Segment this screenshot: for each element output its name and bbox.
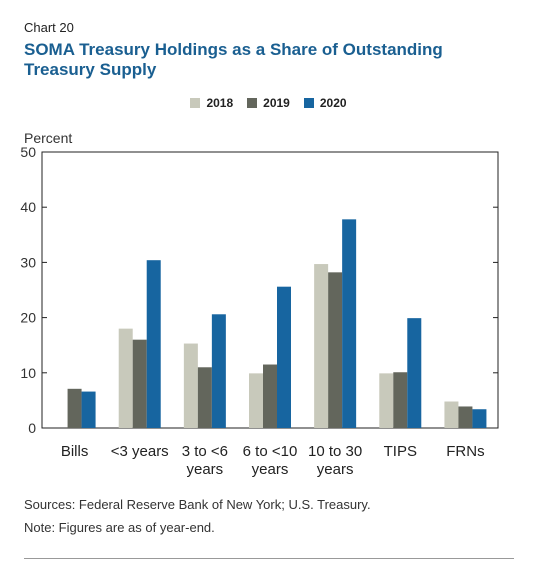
- x-tick-label-line: years: [187, 461, 224, 478]
- legend-item-2019: 2019: [247, 96, 290, 110]
- y-tick-label: 50: [20, 144, 36, 160]
- sources-note: Sources: Federal Reserve Bank of New Yor…: [24, 497, 371, 512]
- bar-2019-1: [132, 339, 147, 428]
- x-tick-label: 10 to 30 years: [308, 443, 362, 478]
- y-axis-label: Percent: [24, 130, 72, 146]
- legend-item-2018: 2018: [190, 96, 233, 110]
- x-tick-label: Bills: [61, 443, 89, 460]
- x-tick-label-line: <3 years: [111, 443, 169, 460]
- bar-2018-4: [314, 264, 329, 428]
- bar-2019-6: [458, 406, 473, 428]
- bar-2020-6: [472, 409, 487, 428]
- legend-label: 2020: [319, 96, 347, 110]
- x-tick-label-line: 6 to <10: [243, 443, 298, 460]
- x-tick-label: TIPS: [384, 443, 417, 460]
- x-tick-label-line: years: [317, 461, 354, 478]
- bar-2020-0: [81, 391, 96, 428]
- legend-swatch: [247, 98, 258, 108]
- bar-2018-5: [379, 373, 394, 428]
- legend-label: 2018: [206, 96, 234, 110]
- chart-number: Chart 20: [24, 20, 74, 35]
- bar-2018-1: [118, 328, 133, 428]
- legend-item-2020: 2020: [303, 96, 347, 110]
- legend-label: 2019: [263, 96, 290, 110]
- x-tick-label-line: 10 to 30: [308, 443, 362, 460]
- x-tick-label: 3 to <6 years: [182, 443, 228, 478]
- bar-2018-3: [249, 373, 263, 428]
- bar-2019-5: [393, 372, 408, 428]
- bar-2020-2: [211, 314, 226, 428]
- y-tick-label: 20: [20, 310, 36, 326]
- bar-2020-4: [342, 219, 357, 428]
- bar-2019-0: [67, 388, 82, 428]
- x-tick-label-line: TIPS: [384, 443, 417, 460]
- x-tick-label: 6 to <10 years: [243, 443, 298, 478]
- bar-2018-2: [183, 343, 198, 428]
- y-tick-label: 0: [28, 420, 36, 436]
- x-tick-label-line: years: [252, 461, 289, 478]
- bar-2019-3: [263, 364, 277, 428]
- x-tick-label: FRNs: [446, 443, 484, 460]
- bar-2019-4: [328, 272, 343, 428]
- bar-2018-6: [444, 401, 459, 428]
- x-tick-label-line: FRNs: [446, 443, 484, 460]
- year-end-note: Note: Figures are as of year-end.: [24, 520, 215, 535]
- legend: 2018 2019 2020: [0, 96, 537, 111]
- bar-2020-3: [277, 286, 291, 428]
- legend-swatch: [303, 98, 314, 108]
- bottom-rule: [24, 558, 514, 559]
- y-tick-label: 10: [20, 365, 36, 381]
- chart-title: SOMA Treasury Holdings as a Share of Out…: [24, 40, 443, 79]
- x-tick-label: <3 years: [111, 443, 169, 460]
- y-tick-label: 30: [20, 254, 36, 270]
- bar-2019-2: [197, 367, 212, 428]
- x-tick-label-line: 3 to <6: [182, 443, 228, 460]
- y-tick-label: 40: [20, 199, 36, 215]
- legend-swatch: [190, 98, 201, 108]
- x-tick-label-line: Bills: [61, 443, 89, 460]
- bar-2020-5: [407, 318, 422, 428]
- bar-2020-1: [146, 260, 161, 428]
